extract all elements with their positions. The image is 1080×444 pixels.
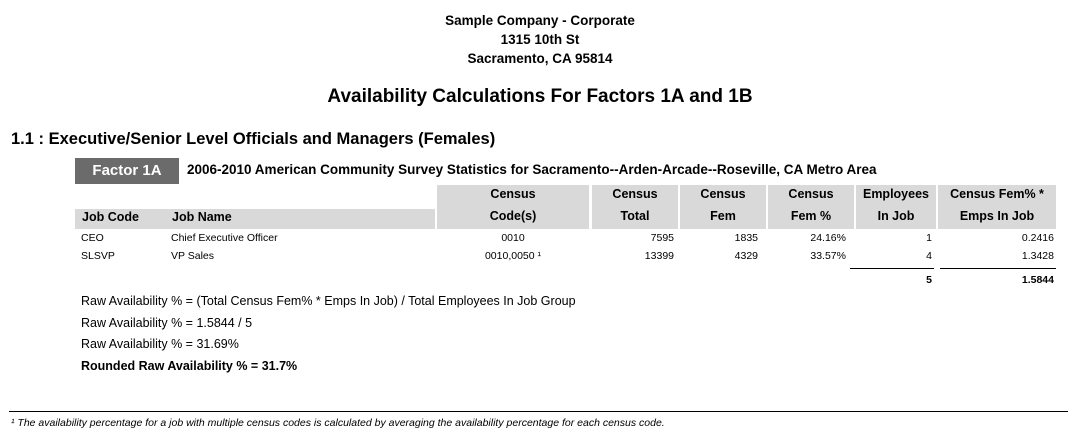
cell-job-code: SLSVP (81, 250, 115, 262)
section-title: 1.1 : Executive/Senior Level Officials a… (11, 130, 496, 148)
cell-job-name: Chief Executive Officer (171, 232, 278, 244)
factor-badge: Factor 1A (75, 158, 179, 184)
footnote: ¹ The availability percentage for a job … (11, 417, 665, 429)
company-address-line1: 1315 10th St (500, 32, 580, 47)
cell-census-fem: 4329 (734, 250, 758, 262)
cell-fem-emps: 1.3428 (1021, 250, 1054, 262)
totals-divider-employees (850, 268, 934, 269)
footnote-divider (9, 411, 1068, 412)
header-employees: Employees In Job (856, 185, 936, 229)
header-census-total: Census Total (592, 185, 678, 229)
cell-employees: 4 (926, 250, 932, 262)
header-left-band: Job Code Job Name (75, 209, 435, 229)
company-address-line2: Sacramento, CA 95814 (467, 51, 613, 66)
header-job-name: Job Name (172, 210, 232, 224)
cell-census-total: 13399 (644, 250, 674, 262)
cell-census-codes: 0010,0050 ¹ (484, 250, 542, 262)
formula-rounded-result: Rounded Raw Availability % = 31.7% (81, 359, 298, 373)
header-job-code: Job Code (82, 210, 139, 224)
header-census-fem: Census Fem (680, 185, 766, 229)
cell-census-codes: 0010 (501, 232, 525, 244)
header-fem-emps: Census Fem% * Emps In Job (938, 185, 1056, 229)
cell-job-name: VP Sales (171, 250, 214, 262)
cell-employees: 1 (926, 232, 932, 244)
cell-census-fem-pct: 33.57% (810, 250, 846, 262)
company-name: Sample Company - Corporate (445, 13, 635, 28)
cell-fem-emps: 0.2416 (1021, 232, 1054, 244)
formula-line-3: Raw Availability % = 31.69% (81, 337, 239, 351)
header-census-fem-pct: Census Fem % (768, 185, 854, 229)
header-census-codes: Census Code(s) (437, 185, 589, 229)
total-fem-emps: 1.5844 (1021, 274, 1054, 286)
formula-line-2: Raw Availability % = 1.5844 / 5 (81, 316, 253, 330)
cell-census-total: 7595 (650, 232, 674, 244)
factor-description: 2006-2010 American Community Survey Stat… (187, 162, 877, 177)
cell-job-code: CEO (81, 232, 104, 244)
cell-census-fem: 1835 (734, 232, 758, 244)
report-title: Availability Calculations For Factors 1A… (327, 86, 753, 107)
total-employees: 5 (926, 274, 932, 286)
cell-census-fem-pct: 24.16% (810, 232, 846, 244)
totals-divider-fem-emps (940, 268, 1056, 269)
formula-line-1: Raw Availability % = (Total Census Fem% … (81, 294, 576, 308)
